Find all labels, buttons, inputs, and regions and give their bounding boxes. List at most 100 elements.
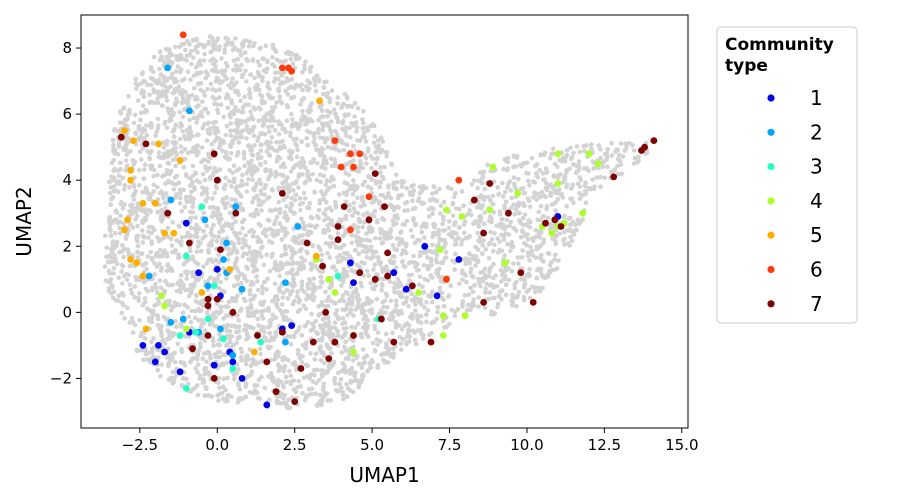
background-point [554, 188, 559, 194]
background-point [529, 248, 535, 254]
background-point [360, 361, 366, 366]
background-point [240, 109, 246, 115]
background-point [358, 305, 363, 311]
background-point [332, 381, 338, 386]
background-point [387, 279, 393, 284]
background-point [530, 195, 536, 200]
background-point [340, 102, 346, 107]
background-point [231, 241, 236, 247]
background-point [352, 247, 358, 253]
background-point [362, 220, 367, 225]
background-point [198, 324, 204, 330]
background-point [227, 167, 232, 173]
background-point [184, 276, 189, 282]
background-point [188, 176, 193, 181]
background-point [176, 84, 182, 89]
background-point [328, 119, 334, 124]
background-point [451, 222, 457, 228]
background-point [351, 200, 357, 206]
background-point [468, 285, 473, 291]
background-point [185, 150, 191, 156]
background-point [496, 293, 502, 299]
background-point [173, 69, 179, 74]
background-point [438, 203, 444, 209]
background-point [492, 242, 497, 248]
background-point [312, 83, 318, 88]
background-point [328, 156, 334, 161]
background-point [322, 353, 327, 359]
background-point [255, 156, 261, 161]
background-point [285, 358, 291, 363]
background-point [340, 270, 346, 275]
background-point [303, 59, 308, 64]
background-point [513, 207, 519, 212]
background-point [319, 397, 325, 403]
background-point [264, 252, 270, 257]
background-point [120, 290, 125, 296]
background-point [190, 356, 196, 361]
background-point [357, 219, 362, 225]
background-point [396, 242, 402, 248]
background-point [359, 194, 365, 200]
background-point [339, 245, 344, 250]
background-point [366, 334, 371, 340]
background-point [141, 357, 146, 363]
background-point [300, 109, 305, 114]
background-point [356, 251, 362, 257]
background-point [252, 264, 257, 270]
background-point [322, 217, 327, 223]
background-point [491, 275, 496, 281]
background-point [292, 360, 297, 365]
background-point [520, 202, 525, 208]
background-point [194, 357, 200, 362]
background-point [155, 116, 161, 122]
background-point [548, 182, 554, 188]
background-point [255, 59, 261, 64]
background-point [335, 333, 341, 339]
background-point [470, 300, 476, 306]
background-point [325, 145, 331, 150]
background-point [300, 113, 306, 119]
background-point [126, 94, 131, 99]
background-point [183, 47, 188, 53]
background-point [286, 189, 292, 195]
background-point [548, 269, 553, 275]
background-point [356, 321, 361, 326]
background-point [372, 323, 377, 329]
background-point [288, 95, 294, 101]
background-point [239, 280, 244, 286]
background-point [195, 362, 201, 367]
background-point [119, 310, 125, 316]
background-point [517, 162, 523, 168]
background-point [615, 171, 621, 177]
background-point [485, 162, 490, 168]
background-point [230, 76, 235, 81]
background-point [363, 155, 369, 161]
background-point [351, 143, 356, 149]
background-point [478, 193, 484, 198]
background-point [233, 63, 239, 68]
background-point [183, 234, 189, 239]
background-point [425, 308, 431, 313]
background-point [390, 330, 395, 336]
background-point [270, 42, 276, 48]
background-point [118, 230, 123, 236]
background-point [200, 42, 206, 48]
background-point [384, 149, 390, 155]
background-point [235, 236, 241, 242]
background-point [225, 322, 231, 328]
background-point [395, 180, 400, 185]
background-point [197, 341, 203, 346]
background-point [142, 162, 148, 167]
background-point [169, 52, 175, 58]
background-point [244, 136, 249, 141]
background-point [316, 207, 322, 213]
background-point [217, 220, 222, 225]
background-point [179, 100, 185, 106]
background-point [223, 175, 228, 180]
background-point [319, 335, 325, 341]
background-point [297, 325, 302, 330]
background-point [269, 187, 275, 192]
background-point [203, 165, 208, 170]
background-point [360, 377, 365, 382]
